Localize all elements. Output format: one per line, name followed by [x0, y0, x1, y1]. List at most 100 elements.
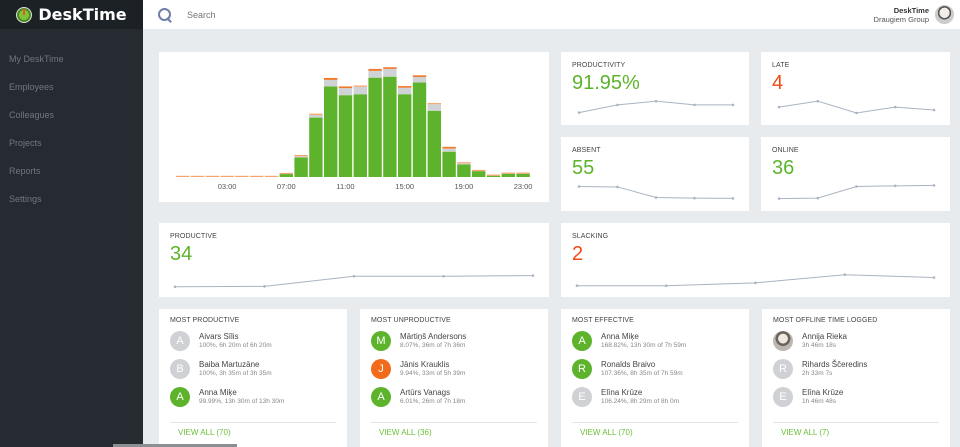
list-item[interactable]: B Baiba Martuzāne 100%, 3h 35m of 3h 35m: [170, 359, 272, 379]
bar-neutral-1800[interactable]: [442, 148, 456, 152]
person-avatar[interactable]: A: [170, 387, 190, 407]
list-item[interactable]: R Rihards Ščeredins 2h 33m 7s: [773, 359, 867, 379]
online-card[interactable]: ONLINE 36: [761, 137, 950, 211]
sidebar-item-projects[interactable]: Projects: [9, 138, 42, 148]
bar-unproductive-2100[interactable]: [486, 174, 501, 176]
person-name[interactable]: Anna Miķe: [199, 388, 237, 397]
person-avatar[interactable]: M: [371, 331, 391, 351]
bar-unproductive-0000[interactable]: [176, 175, 190, 177]
bar-unproductive-0900[interactable]: [309, 113, 323, 115]
bar-unproductive-2000[interactable]: [472, 169, 486, 172]
search-input[interactable]: [187, 9, 487, 20]
bar-unproductive-1300[interactable]: [368, 68, 382, 71]
bar-productive-2000[interactable]: [472, 171, 486, 177]
list-item[interactable]: J Jānis Krauklis 9.94%, 33m of 5h 39m: [371, 359, 465, 379]
bar-unproductive-1800[interactable]: [442, 146, 456, 149]
person-avatar[interactable]: R: [572, 359, 592, 379]
person-avatar[interactable]: B: [170, 359, 190, 379]
list-item[interactable]: A Aivars Sīlis 100%, 6h 20m of 6h 20m: [170, 331, 272, 351]
person-name[interactable]: Rihards Ščeredins: [802, 360, 868, 369]
person-name[interactable]: Artūrs Vanags: [400, 388, 451, 397]
productivity-card[interactable]: PRODUCTIVITY 91.95%: [561, 52, 749, 125]
bar-unproductive-2200[interactable]: [501, 172, 515, 174]
bar-productive-1600[interactable]: [412, 82, 427, 177]
person-name[interactable]: Mārtiņš Andersons: [400, 332, 467, 341]
user-avatar[interactable]: [935, 5, 954, 24]
bar-neutral-1900[interactable]: [457, 163, 471, 165]
bar-unproductive-0800[interactable]: [294, 154, 308, 157]
bar-unproductive-0200[interactable]: [205, 175, 219, 177]
person-name[interactable]: Baiba Martuzāne: [199, 360, 260, 369]
bar-productive-1200[interactable]: [353, 94, 367, 177]
productive-card[interactable]: PRODUCTIVE 34: [159, 223, 549, 297]
bar-unproductive-0300[interactable]: [220, 175, 234, 177]
list-item[interactable]: Annija Rieka 3h 46m 18s: [773, 331, 847, 351]
bar-unproductive-1700[interactable]: [427, 103, 441, 105]
sidebar-item-settings[interactable]: Settings: [9, 194, 42, 204]
bar-productive-1300[interactable]: [368, 77, 382, 177]
slacking-card[interactable]: SLACKING 2: [561, 223, 950, 297]
bar-neutral-1500[interactable]: [398, 87, 412, 95]
bar-productive-1800[interactable]: [442, 151, 456, 177]
person-name[interactable]: Annija Rieka: [802, 332, 847, 341]
bar-unproductive-0500[interactable]: [250, 175, 264, 177]
bar-productive-1100[interactable]: [338, 95, 353, 177]
list-item[interactable]: E Elīna Krūze 1h 46m 48s: [773, 387, 843, 407]
sidebar-item-employees[interactable]: Employees: [9, 82, 54, 92]
late-card[interactable]: LATE 4: [761, 52, 950, 125]
bar-productive-0700[interactable]: [279, 174, 293, 177]
horizontal-scrollbar[interactable]: [113, 444, 237, 447]
person-avatar[interactable]: E: [773, 387, 793, 407]
person-name[interactable]: Anna Miķe: [601, 332, 639, 341]
person-avatar[interactable]: A: [572, 331, 592, 351]
sidebar-item-my-desktime[interactable]: My DeskTime: [9, 54, 64, 64]
view-all-link[interactable]: VIEW ALL (70): [580, 428, 633, 437]
person-avatar[interactable]: A: [371, 387, 391, 407]
bar-productive-2300[interactable]: [516, 173, 530, 177]
user-menu[interactable]: DeskTime Draugiem Group: [874, 5, 960, 24]
list-item[interactable]: M Mārtiņš Andersons 8.07%, 36m of 7h 36m: [371, 331, 466, 351]
bar-neutral-1100[interactable]: [338, 88, 353, 96]
bar-unproductive-0100[interactable]: [190, 175, 205, 177]
bar-unproductive-2300[interactable]: [516, 172, 530, 174]
list-item[interactable]: E Elīna Krūze 106.24%, 8h 29m of 8h 0m: [572, 387, 679, 407]
person-name[interactable]: Elīna Krūze: [601, 388, 643, 397]
bar-productive-1000[interactable]: [324, 86, 338, 177]
bar-unproductive-1000[interactable]: [324, 77, 338, 80]
bar-neutral-0900[interactable]: [309, 114, 323, 118]
bar-productive-2200[interactable]: [501, 173, 515, 177]
bar-neutral-1600[interactable]: [412, 76, 427, 83]
list-item[interactable]: A Artūrs Vanags 6.01%, 26m of 7h 18m: [371, 387, 465, 407]
bar-neutral-1200[interactable]: [353, 86, 367, 95]
bar-productive-0900[interactable]: [309, 117, 323, 177]
bar-unproductive-0400[interactable]: [235, 175, 249, 177]
list-item[interactable]: A Anna Miķe 99.99%, 13h 30m of 13h 30m: [170, 387, 284, 407]
person-avatar[interactable]: A: [170, 331, 190, 351]
view-all-link[interactable]: VIEW ALL (36): [379, 428, 432, 437]
bar-neutral-1300[interactable]: [368, 70, 382, 78]
person-avatar[interactable]: R: [773, 359, 793, 379]
bar-unproductive-1400[interactable]: [383, 67, 397, 69]
list-item[interactable]: A Anna Miķe 168.82%, 13h 30m of 7h 59m: [572, 331, 686, 351]
bar-productive-1900[interactable]: [457, 164, 471, 177]
bar-productive-1500[interactable]: [398, 94, 412, 177]
bar-productive-1400[interactable]: [383, 76, 397, 177]
bar-productive-1700[interactable]: [427, 110, 441, 177]
logo[interactable]: DeskTime: [0, 0, 143, 29]
person-name[interactable]: Jānis Krauklis: [400, 360, 450, 369]
sidebar-item-colleagues[interactable]: Colleagues: [9, 110, 55, 120]
bar-neutral-1700[interactable]: [427, 104, 441, 111]
bar-productive-0800[interactable]: [294, 157, 308, 177]
person-name[interactable]: Elīna Krūze: [802, 388, 844, 397]
person-avatar[interactable]: J: [371, 359, 391, 379]
view-all-link[interactable]: VIEW ALL (70): [178, 428, 231, 437]
view-all-link[interactable]: VIEW ALL (7): [781, 428, 830, 437]
list-item[interactable]: R Ronalds Braivo 107.36%, 8h 35m of 7h 5…: [572, 359, 683, 379]
bar-productive-2100[interactable]: [486, 175, 501, 177]
person-name[interactable]: Ronalds Braivo: [601, 360, 656, 369]
sidebar-item-reports[interactable]: Reports: [9, 166, 41, 176]
absent-card[interactable]: ABSENT 55: [561, 137, 749, 211]
bar-unproductive-1600[interactable]: [412, 75, 427, 77]
bar-unproductive-1500[interactable]: [398, 86, 412, 88]
person-avatar-photo[interactable]: [773, 331, 793, 351]
